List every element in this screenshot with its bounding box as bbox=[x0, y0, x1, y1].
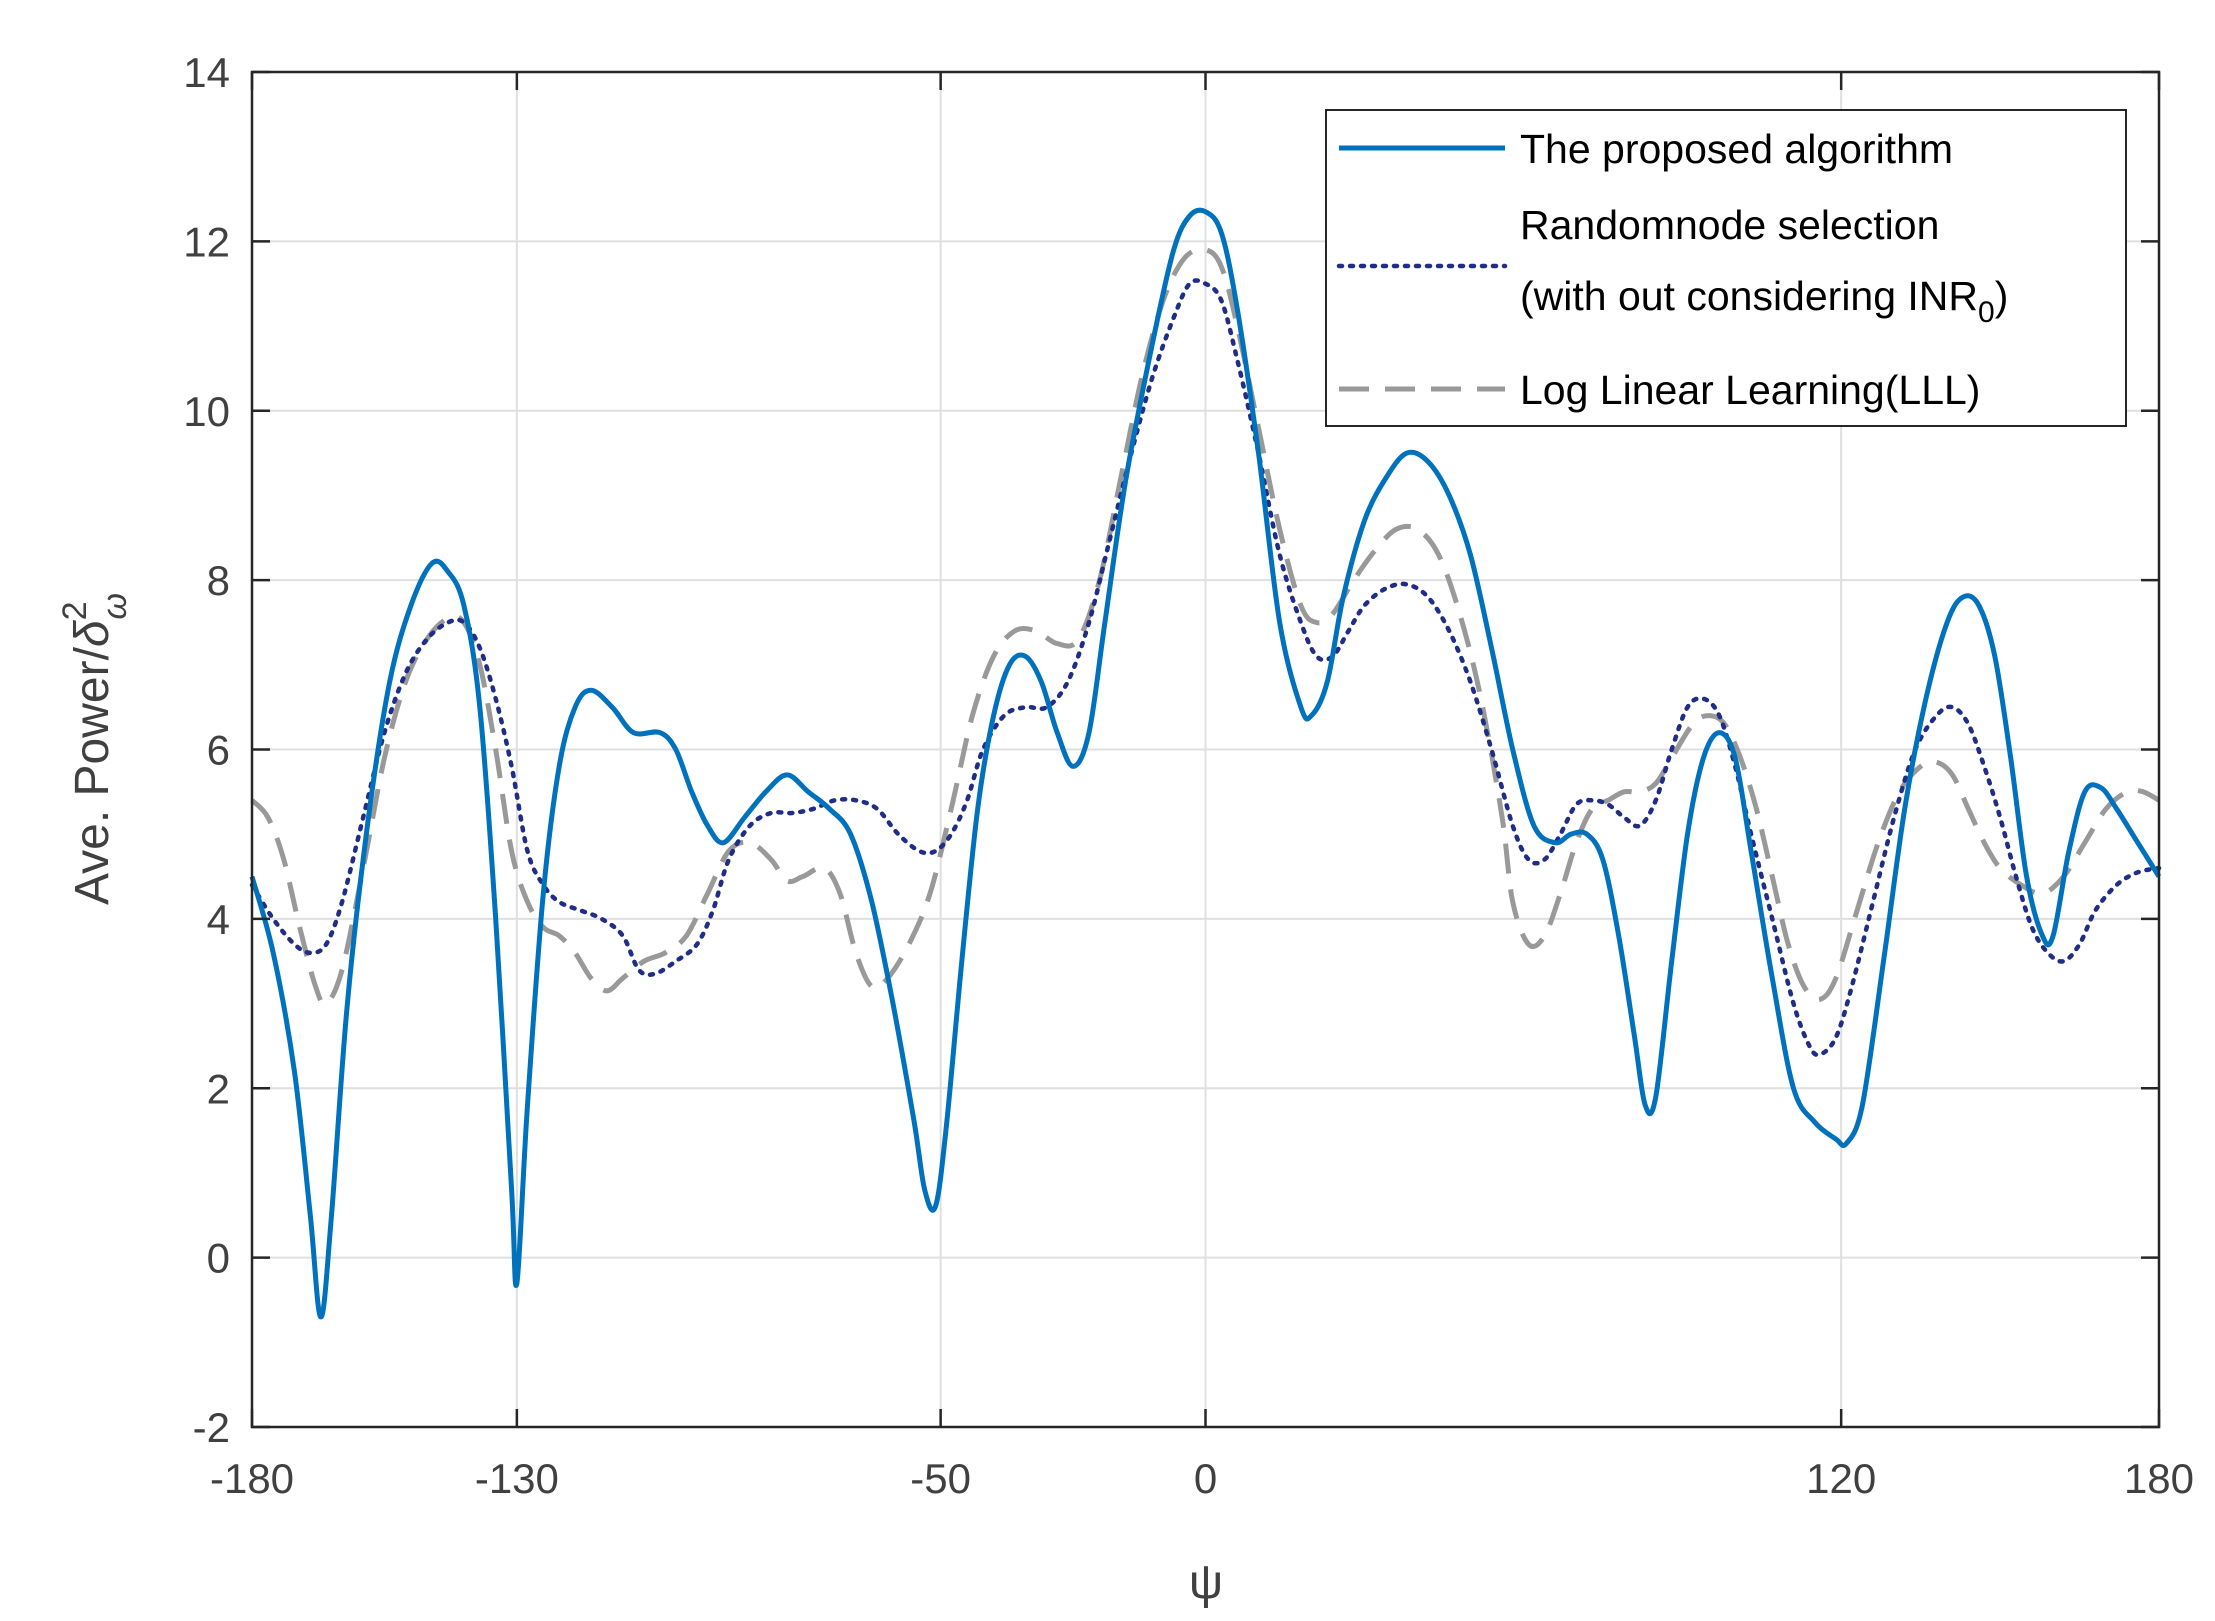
legend-label-lll: Log Linear Learning(LLL) bbox=[1520, 367, 1980, 413]
legend-label-random-suffix: ) bbox=[1995, 273, 2009, 319]
legend-label-random-sub: 0 bbox=[1978, 296, 1995, 329]
y-axis-label-sub: ω bbox=[96, 593, 134, 619]
x-tick-label: 120 bbox=[1806, 1455, 1876, 1502]
y-tick-label: 14 bbox=[183, 49, 230, 96]
y-axis-label-text: Ave. Power/ bbox=[66, 646, 119, 905]
legend-label-random-text: (with out considering INR bbox=[1520, 273, 1978, 319]
x-tick-label: -50 bbox=[910, 1455, 971, 1502]
y-tick-label: 12 bbox=[183, 218, 230, 265]
y-tick-label: 8 bbox=[207, 557, 230, 604]
svg-text:Ave. Power/δ2ω: Ave. Power/δ2ω bbox=[56, 593, 134, 905]
legend-label-random-line1: Randomnode selection bbox=[1520, 202, 1939, 248]
x-tick-label: -130 bbox=[475, 1455, 559, 1502]
legend: The proposed algorithm Randomnode select… bbox=[1325, 109, 2127, 427]
y-axis-label-symbol: δ bbox=[66, 619, 119, 647]
x-tick-label: -180 bbox=[210, 1455, 294, 1502]
ticks bbox=[250, 70, 2161, 1429]
y-tick-label: 2 bbox=[207, 1065, 230, 1112]
x-axis-label: ψ bbox=[1189, 1556, 1223, 1609]
y-tick-label: -2 bbox=[193, 1404, 230, 1451]
y-tick-label: 10 bbox=[183, 388, 230, 435]
legend-label-proposed: The proposed algorithm bbox=[1520, 126, 1953, 172]
y-tick-label: 6 bbox=[207, 727, 230, 774]
tick-labels: -180 -130 -50 0 120 180 -2 0 2 4 6 8 10 12 14 bbox=[183, 49, 2194, 1502]
y-axis-label-sup: 2 bbox=[56, 601, 94, 620]
series-lll-line bbox=[250, 246, 2161, 1007]
y-tick-label: 4 bbox=[207, 896, 230, 943]
y-tick-label: 0 bbox=[207, 1235, 230, 1282]
y-axis-label: Ave. Power/δ2ω bbox=[56, 593, 134, 905]
legend-label-random-line2: (with out considering INR0) bbox=[1520, 273, 2008, 329]
x-tick-label: 0 bbox=[1194, 1455, 1217, 1502]
series-layer bbox=[249, 207, 2162, 1320]
series-proposed-line bbox=[249, 207, 2162, 1320]
grid bbox=[252, 72, 2159, 1427]
series-random-selection-line bbox=[249, 278, 2162, 1058]
x-tick-label: 180 bbox=[2124, 1455, 2194, 1502]
